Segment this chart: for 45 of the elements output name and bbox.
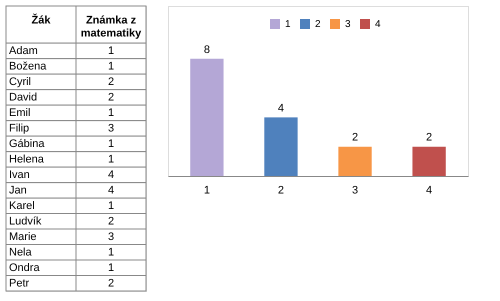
x-tick-label: 3: [352, 184, 358, 196]
category-label: Gábina: [9, 138, 46, 150]
x-tick-label: 1: [204, 184, 210, 196]
x-tick-label: 2: [278, 184, 284, 196]
data-label: 4: [278, 102, 284, 114]
data-label: 1: [108, 262, 114, 274]
category-label: Helena: [9, 153, 45, 166]
category-label: Nela: [9, 246, 33, 258]
data-label: 2: [108, 215, 114, 228]
data-label: 3: [108, 122, 114, 134]
data-label: 2: [108, 277, 114, 290]
category-label: Petr: [9, 277, 30, 290]
category-label: Emil: [9, 106, 30, 119]
data-label: 1: [108, 200, 114, 212]
category-label: Cyril: [9, 76, 31, 88]
data-label: 1: [108, 44, 114, 57]
data-label: 1: [108, 138, 114, 150]
data-label: 1: [108, 153, 114, 166]
text: Žák: [32, 14, 52, 27]
data-label: 8: [204, 44, 210, 56]
category-label: Ivan: [9, 168, 30, 181]
data-label: 1: [108, 60, 114, 72]
data-label: 4: [108, 168, 114, 181]
category-label: David: [9, 91, 38, 104]
data-label: 1: [108, 246, 114, 258]
category-label: Karel: [9, 200, 35, 212]
data-label: 2: [426, 132, 432, 144]
data-label: 2: [108, 76, 114, 88]
x-tick-label: 4: [426, 184, 432, 196]
data-label: 1: [108, 106, 114, 119]
category-label: Filip: [9, 122, 30, 134]
category-label: Jan: [9, 184, 27, 196]
category-label: Ondra: [9, 262, 40, 274]
category-label: Božena: [9, 60, 48, 72]
data-label: 3: [108, 230, 114, 243]
data-label: 2: [352, 132, 358, 144]
legend-label: 3: [345, 19, 351, 30]
category-label: Adam: [9, 44, 38, 57]
category-label: Marie: [9, 230, 37, 243]
text: Známka z matematiky: [80, 14, 142, 40]
legend-label: 1: [285, 19, 291, 30]
legend-label: 4: [375, 19, 381, 30]
legend-label: 2: [315, 19, 321, 30]
data-label: 2: [108, 91, 114, 104]
category-label: Ludvík: [9, 215, 42, 228]
